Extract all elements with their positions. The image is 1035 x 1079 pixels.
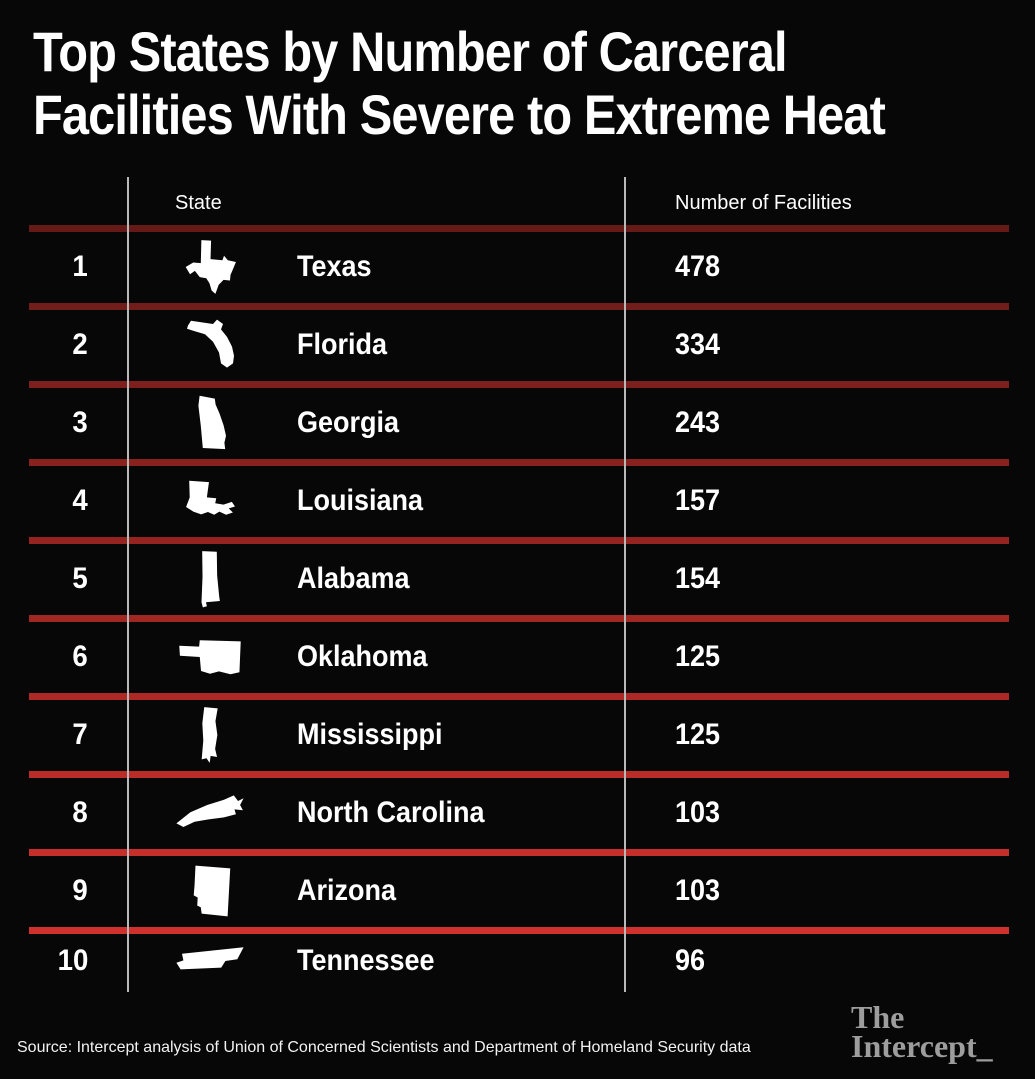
- rank-label: 5: [72, 562, 88, 595]
- state-shape-north-carolina-icon: [175, 783, 245, 843]
- row-divider-line: [29, 615, 1009, 622]
- rank-label: 8: [72, 796, 88, 829]
- state-name: Tennessee: [297, 944, 435, 977]
- table-row-arizona: 9 Arizona 103: [0, 849, 1035, 930]
- facility-count: 157: [675, 484, 721, 517]
- table-header-row: State Number of Facilities: [0, 177, 1035, 228]
- state-header-cell: State: [128, 192, 625, 228]
- rank-label: 1: [72, 250, 88, 283]
- facility-count: 103: [675, 796, 721, 829]
- facility-count: 243: [675, 406, 721, 439]
- intercept-logo-line1: The: [851, 999, 905, 1035]
- row-divider-line: [29, 303, 1009, 310]
- rank-label: 2: [72, 328, 88, 361]
- chart-title: Top States by Number of Carceral Facilit…: [33, 20, 1012, 146]
- state-name: Texas: [297, 250, 372, 283]
- row-divider-line: [29, 693, 1009, 700]
- chart-title-line2: Facilities With Severe to Extreme Heat: [33, 83, 886, 146]
- row-divider-line: [29, 771, 1009, 778]
- state-shape-mississippi-icon: [175, 705, 245, 765]
- table-row-florida: 2 Florida 334: [0, 303, 1035, 384]
- facility-count: 154: [675, 562, 721, 595]
- state-column-header: State: [175, 192, 222, 214]
- table-row-georgia: 3 Georgia 243: [0, 381, 1035, 462]
- intercept-logo-line2: Intercept_: [851, 1028, 993, 1064]
- state-name: Alabama: [297, 562, 410, 595]
- table-row-north-carolina: 8 North Carolina 103: [0, 771, 1035, 852]
- facility-count: 125: [675, 640, 721, 673]
- table-row-texas: 1 Texas 478: [0, 225, 1035, 306]
- state-shape-alabama-icon: [175, 549, 245, 609]
- state-name: Arizona: [297, 874, 397, 907]
- rank-label: 10: [57, 944, 88, 977]
- table-row-mississippi: 7 Mississippi 125: [0, 693, 1035, 774]
- source-attribution: Source: Intercept analysis of Union of C…: [17, 1039, 751, 1056]
- facility-count: 103: [675, 874, 721, 907]
- column-divider-right: [624, 177, 626, 992]
- facility-count: 334: [675, 328, 721, 361]
- state-shape-oklahoma-icon: [175, 627, 245, 687]
- rank-label: 6: [72, 640, 88, 673]
- table-row-alabama: 5 Alabama 154: [0, 537, 1035, 618]
- rank-label: 4: [72, 484, 88, 517]
- rank-label: 7: [72, 718, 88, 751]
- row-divider-line: [29, 459, 1009, 466]
- facilities-header-cell: Number of Facilities: [625, 192, 1035, 228]
- facility-count: 125: [675, 718, 721, 751]
- state-name: Mississippi: [297, 718, 443, 751]
- state-shape-georgia-icon: [175, 393, 245, 453]
- facilities-column-header: Number of Facilities: [675, 192, 852, 214]
- rank-label: 9: [72, 874, 88, 907]
- row-divider-line: [29, 381, 1009, 388]
- state-shape-tennessee-icon: [175, 931, 245, 991]
- row-divider-line: [29, 225, 1009, 232]
- state-shape-louisiana-icon: [175, 471, 245, 531]
- table-row-oklahoma: 6 Oklahoma 125: [0, 615, 1035, 696]
- state-shape-florida-icon: [175, 315, 245, 375]
- state-name: Louisiana: [297, 484, 424, 517]
- state-name: Florida: [297, 328, 388, 361]
- column-divider-left: [127, 177, 129, 992]
- state-name: Oklahoma: [297, 640, 428, 673]
- row-divider-line: [29, 849, 1009, 856]
- facility-count: 478: [675, 250, 721, 283]
- intercept-logo: The Intercept_: [851, 999, 993, 1064]
- facility-count: 96: [675, 944, 706, 977]
- state-name: Georgia: [297, 406, 400, 439]
- state-shape-arizona-icon: [175, 861, 245, 921]
- row-divider-line: [29, 927, 1009, 934]
- table-row-louisiana: 4 Louisiana 157: [0, 459, 1035, 540]
- state-shape-texas-icon: [175, 237, 245, 297]
- rank-label: 3: [72, 406, 88, 439]
- facilities-table: State Number of Facilities 1 Texas 478 2: [0, 177, 1035, 992]
- chart-title-line1: Top States by Number of Carceral: [33, 20, 788, 83]
- table-row-tennessee: 10 Tennessee 96: [0, 927, 1035, 992]
- row-divider-line: [29, 537, 1009, 544]
- state-name: North Carolina: [297, 796, 485, 829]
